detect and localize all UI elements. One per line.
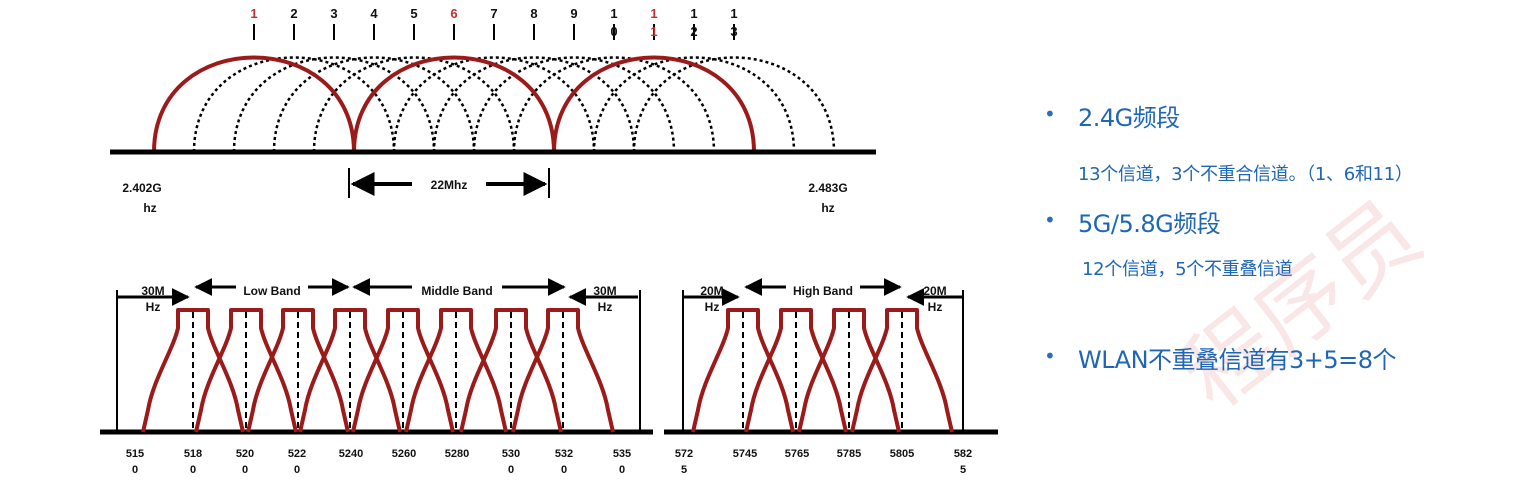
channel-number: 3 (330, 6, 337, 21)
frequency-label-continued: 0 (508, 464, 514, 476)
bullet-2-4g-detail: 13个信道，3个不重合信道。（1、6和11） (1078, 164, 1413, 185)
frequency-label: 582 (954, 448, 972, 460)
guard-right-20m: 20M (923, 284, 946, 298)
channel-width-indicator: 22Mhz (348, 168, 550, 198)
channel-8-curve (432, 56, 636, 153)
channel-number: 2 (290, 6, 297, 21)
channel-width-label: 22Mhz (431, 178, 468, 192)
frequency-label-continued: 0 (132, 464, 138, 476)
channel-number: 7 (490, 6, 497, 21)
channel-11-curve (552, 55, 756, 153)
channel-number: 6 (450, 6, 457, 21)
high-channel-mask-3 (797, 308, 901, 433)
frequency-label-continued: 0 (242, 464, 248, 476)
frequency-label: 572 (675, 448, 693, 460)
frequency-label: 535 (613, 448, 631, 460)
channel-number: 9 (570, 6, 577, 21)
frequency-label: 5745 (733, 448, 757, 460)
frequency-label: 522 (288, 448, 306, 460)
high-channel-mask-2 (744, 308, 848, 433)
guard-left-30m: 30M (141, 284, 164, 298)
frequency-label: 532 (555, 448, 573, 460)
channel-13-curve (632, 56, 836, 153)
guard-right-20m-unit: Hz (928, 300, 943, 314)
frequency-label-continued: 0 (561, 464, 567, 476)
channel-number-second-digit: 3 (730, 24, 737, 39)
end-freq-label: 2.483G (808, 181, 847, 195)
channel-3-curve (232, 56, 436, 153)
channel-number-second-digit: 0 (610, 24, 617, 39)
high-channel-mask-4 (850, 308, 954, 433)
channel-number: 1 (650, 6, 657, 21)
frequency-label: 5260 (392, 448, 416, 460)
frequency-label-continued: 0 (619, 464, 625, 476)
channel-mask-1 (141, 308, 245, 433)
channel-mask-6 (404, 308, 508, 433)
channel-number: 1 (250, 6, 257, 21)
channel-9-curve (472, 56, 676, 153)
guard-left-20m-unit: Hz (705, 300, 720, 314)
channel-number: 4 (370, 6, 378, 21)
bullet-title: 2.4G频段 (1078, 104, 1180, 132)
bullet-dot: • (1044, 208, 1056, 232)
frequency-label: 5785 (837, 448, 861, 460)
end-freq-unit: hz (821, 201, 834, 215)
band-high-label: High Band (793, 284, 853, 298)
non-overlapping-channel-curves (152, 55, 756, 153)
channel-mask-7 (459, 308, 563, 433)
channel-1-curve (152, 55, 356, 153)
low-middle-band-diagram: 30M Hz Low Band Middle Band 30M Hz 515 0 5… (100, 278, 653, 476)
channel-number-second-digit: 2 (690, 24, 697, 39)
channel-number: 1 (690, 6, 697, 21)
channel-number: 1 (610, 6, 617, 21)
bullet-title: WLAN不重叠信道有3+5=8个 (1078, 346, 1397, 374)
frequency-label: 518 (184, 448, 202, 460)
bullet-dot: • (1044, 344, 1056, 368)
frequency-label: 5765 (785, 448, 809, 460)
channel-4-curve (272, 56, 476, 153)
start-freq-unit: hz (143, 201, 156, 215)
guard-right-30m-unit: Hz (598, 300, 613, 314)
bullet-dot: • (1044, 102, 1056, 126)
channel-number-second-digit: 1 (650, 24, 657, 39)
bullet-5g-detail: 12个信道，5个不重叠信道 (1082, 259, 1293, 280)
channel-6-curve (352, 55, 556, 153)
frequency-label: 5280 (445, 448, 469, 460)
channel-mask-5 (351, 308, 455, 433)
start-freq-label: 2.402G (122, 181, 161, 195)
channel-mask-3 (246, 308, 350, 433)
guard-left-20m: 20M (700, 284, 723, 298)
frequency-label: 520 (236, 448, 254, 460)
frequency-label-continued: 0 (190, 464, 196, 476)
channel-number: 5 (410, 6, 417, 21)
channel-number: 8 (530, 6, 537, 21)
bullet-title: 5G/5.8G频段 (1078, 210, 1221, 238)
frequency-label: 530 (502, 448, 520, 460)
channel-mask-4 (298, 308, 402, 433)
band-low-label: Low Band (243, 284, 300, 298)
channel-number: 1 (730, 6, 737, 21)
frequency-label: 5240 (339, 448, 363, 460)
frequency-label: 515 (126, 448, 144, 460)
guard-right-30m: 30M (593, 284, 616, 298)
channel-mask-8 (511, 308, 615, 433)
frequency-label-continued: 0 (294, 464, 300, 476)
overlapping-channel-curves (192, 56, 836, 153)
guard-left-30m-unit: Hz (146, 300, 161, 314)
frequency-label-continued: 5 (960, 464, 966, 476)
frequency-label-continued: 5 (681, 464, 687, 476)
channel-mask-2 (194, 308, 298, 433)
high-channel-mask-1 (691, 308, 795, 433)
band-middle-label: Middle Band (421, 284, 492, 298)
channel-12-curve (592, 56, 796, 153)
frequency-label: 5805 (890, 448, 914, 460)
